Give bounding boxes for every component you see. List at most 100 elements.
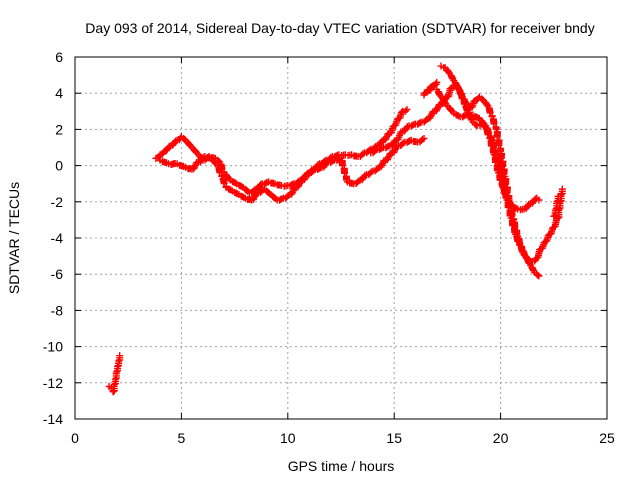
data-point-marker	[550, 212, 558, 220]
y-tick-label: 4	[55, 85, 63, 101]
data-point-marker	[384, 154, 392, 162]
data-point-marker	[433, 105, 441, 113]
data-point-marker	[240, 193, 248, 201]
data-point-marker	[558, 185, 566, 193]
series-track-e	[433, 86, 566, 266]
data-point-marker	[111, 375, 119, 383]
series-track-a	[152, 105, 411, 197]
data-point-marker	[288, 188, 296, 196]
y-tick-label: 6	[55, 49, 63, 65]
data-point-marker	[383, 156, 391, 164]
data-point-marker	[191, 163, 199, 171]
data-point-marker	[302, 172, 310, 180]
data-point-marker	[238, 182, 246, 190]
data-point-marker	[115, 357, 123, 365]
data-point-marker	[535, 272, 543, 280]
series-track-c	[367, 80, 543, 214]
y-tick-label: -10	[43, 339, 63, 355]
y-tick-labels: -14 -12 -10 -8 -6 -4 -2 0 2 4 6	[43, 49, 63, 427]
data-point-marker	[432, 107, 440, 115]
data-point-marker	[359, 150, 367, 158]
data-point-marker	[398, 108, 406, 116]
x-tick-label: 5	[178, 430, 186, 446]
data-point-marker	[470, 98, 478, 106]
data-point-marker	[374, 164, 382, 172]
data-point-marker	[418, 135, 426, 143]
data-point-marker	[403, 105, 411, 113]
data-point-marker	[295, 181, 303, 189]
series-track-b	[156, 134, 428, 204]
data-point-marker	[512, 204, 520, 212]
data-point-marker	[434, 104, 442, 112]
data-point-marker	[420, 134, 428, 142]
data-point-marker	[554, 192, 562, 200]
data-point-marker	[300, 176, 308, 184]
data-point-marker	[265, 189, 273, 197]
data-point-marker	[361, 171, 369, 179]
x-tick-label: 15	[386, 430, 402, 446]
data-point-marker	[185, 140, 193, 148]
data-point-marker	[272, 195, 280, 203]
data-point-marker	[427, 112, 435, 120]
data-point-marker	[288, 190, 296, 198]
data-point-marker	[378, 160, 386, 168]
data-point-marker	[447, 105, 455, 113]
data-point-marker	[296, 180, 304, 188]
data-point-marker	[227, 186, 235, 194]
data-point-marker	[553, 198, 561, 206]
data-point-marker	[233, 190, 241, 198]
data-point-marker	[381, 136, 389, 144]
y-tick-label: -4	[51, 230, 64, 246]
data-point-marker	[378, 137, 386, 145]
data-point-marker	[259, 186, 267, 194]
data-point-marker	[165, 142, 173, 150]
data-point-marker	[294, 183, 302, 191]
y-tick-label: -6	[51, 266, 64, 282]
data-point-marker	[426, 114, 434, 122]
x-tick-labels: 0 5 10 15 20 25	[71, 430, 615, 446]
data-point-marker	[377, 163, 385, 171]
x-axis-label: GPS time / hours	[288, 458, 395, 474]
y-tick-label: -14	[43, 411, 63, 427]
x-tick-label: 10	[280, 430, 296, 446]
y-tick-label: -2	[51, 194, 64, 210]
data-point-marker	[191, 147, 199, 155]
data-point-marker	[428, 83, 436, 91]
data-point-marker	[355, 177, 363, 185]
data-point-marker	[251, 192, 259, 200]
data-point-marker	[446, 85, 454, 93]
data-point-marker	[420, 91, 428, 99]
y-tick-label: -12	[43, 375, 63, 391]
data-point-marker	[112, 368, 120, 376]
data-point-marker	[284, 191, 292, 199]
data-point-marker	[172, 137, 180, 145]
data-point-marker	[378, 161, 386, 169]
data-point-marker	[249, 195, 257, 203]
data-point-marker	[231, 179, 239, 187]
y-tick-label: -8	[51, 302, 64, 318]
data-point-marker	[114, 363, 122, 371]
data-point-marker	[385, 153, 393, 161]
data-point-marker	[427, 111, 435, 119]
data-point-marker	[402, 107, 410, 115]
data-point-marker	[109, 388, 117, 396]
data-point-marker	[190, 165, 198, 173]
data-point-marker	[487, 135, 495, 143]
data-point-marker	[301, 174, 309, 182]
data-point-marker	[423, 115, 431, 123]
data-point-marker	[116, 352, 124, 360]
grid-lines	[75, 57, 607, 419]
data-point-marker	[367, 168, 375, 176]
x-tick-label: 25	[599, 430, 615, 446]
data-point-marker	[525, 200, 533, 208]
data-point-marker	[391, 147, 399, 155]
y-tick-label: 2	[55, 121, 63, 137]
data-point-marker	[552, 205, 560, 213]
data-point-marker	[191, 162, 199, 170]
data-point-marker	[391, 137, 399, 145]
series-track-f	[420, 78, 562, 220]
series-track-early	[105, 352, 124, 396]
plot-frame	[74, 56, 608, 420]
series-track-d	[437, 62, 543, 280]
